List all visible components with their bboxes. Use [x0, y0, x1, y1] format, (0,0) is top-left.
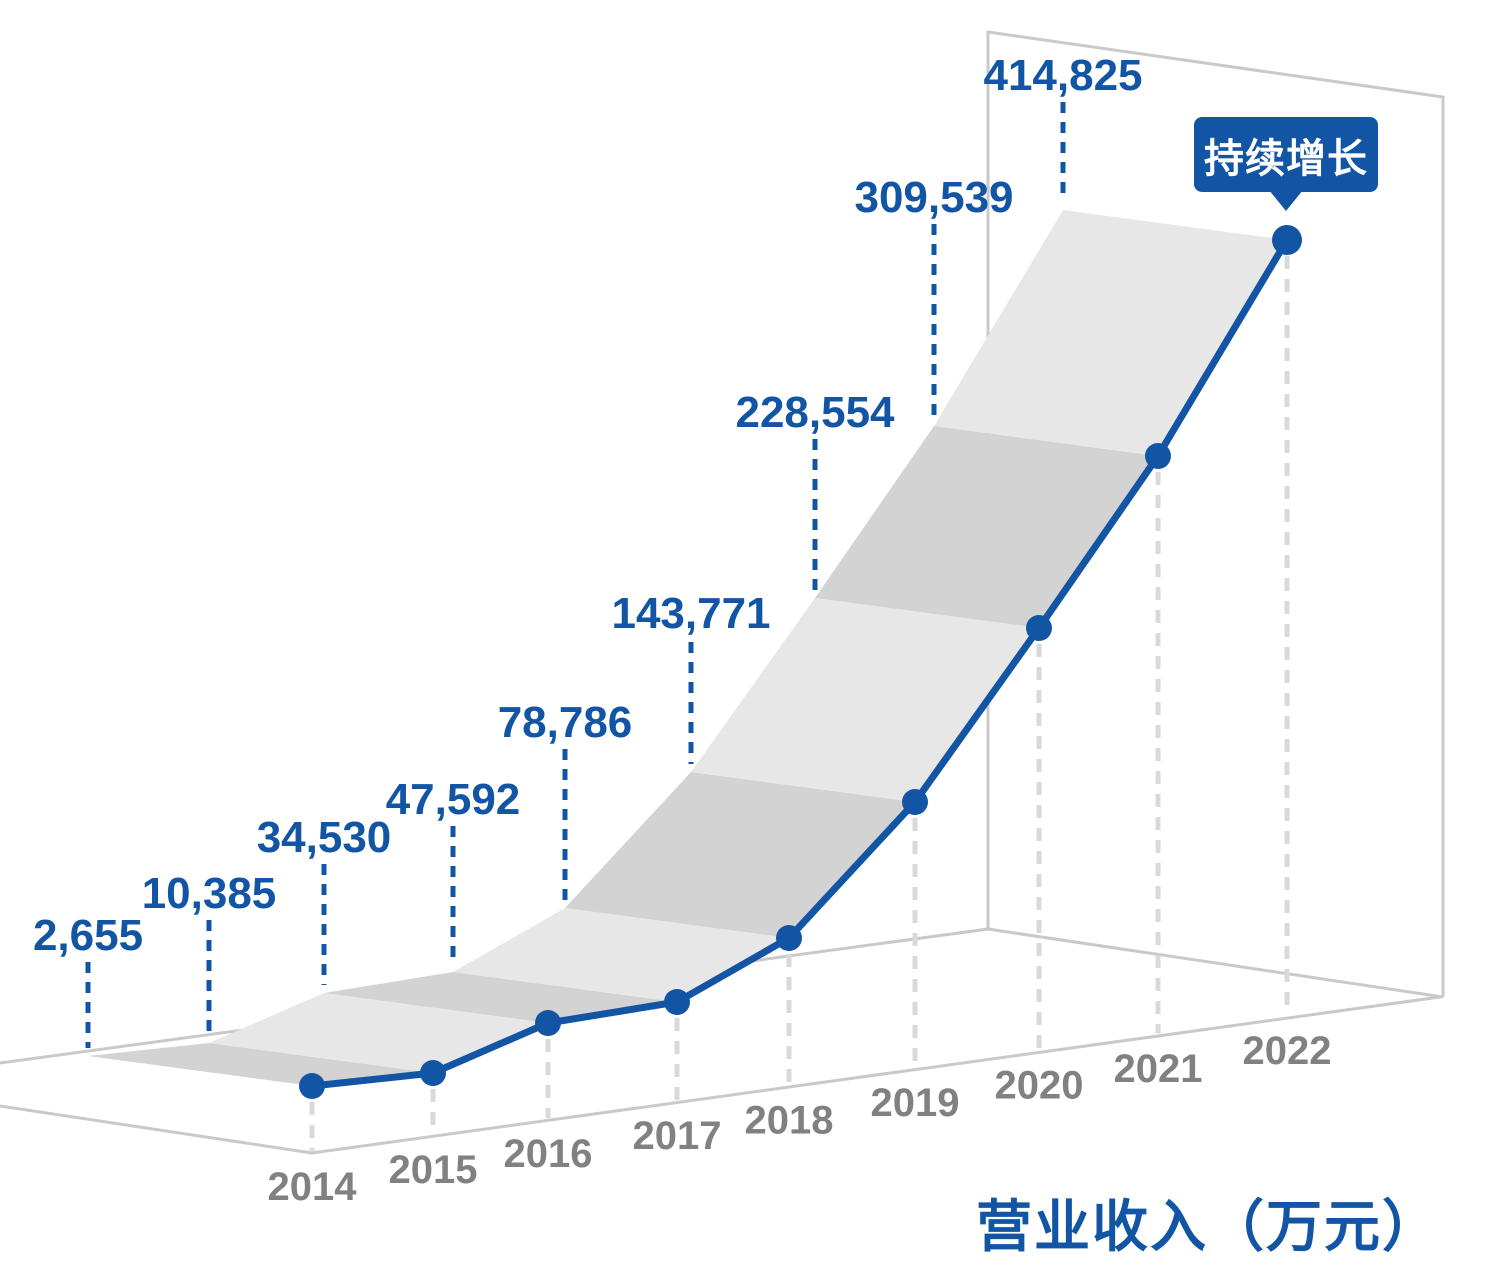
svg-text:10,385: 10,385: [142, 869, 277, 918]
svg-text:2019: 2019: [871, 1081, 960, 1125]
data-point-2014: [299, 1073, 325, 1099]
svg-text:34,530: 34,530: [257, 813, 392, 862]
svg-text:2022: 2022: [1243, 1029, 1332, 1073]
data-point-2021: [1145, 443, 1171, 469]
data-point-2019: [902, 789, 928, 815]
ribbon-surface: [88, 210, 1287, 1086]
growth-badge: 持续增长: [1194, 117, 1378, 211]
svg-text:228,554: 228,554: [735, 388, 895, 437]
data-point-2015: [420, 1060, 446, 1086]
svg-text:2016: 2016: [504, 1132, 593, 1176]
data-point-2016: [535, 1010, 561, 1036]
svg-text:47,592: 47,592: [386, 775, 521, 824]
data-point-2018: [776, 925, 802, 951]
data-point-2020: [1026, 615, 1052, 641]
growth-badge-label: 持续增长: [1204, 136, 1368, 181]
data-points: [299, 225, 1302, 1099]
svg-text:78,786: 78,786: [498, 698, 633, 747]
svg-text:2,655: 2,655: [33, 911, 143, 960]
year-tick-lines: [309, 256, 1290, 1151]
svg-text:2020: 2020: [995, 1064, 1084, 1108]
svg-text:414,825: 414,825: [983, 51, 1142, 100]
svg-text:309,539: 309,539: [854, 173, 1013, 222]
svg-text:143,771: 143,771: [611, 589, 770, 638]
svg-text:2021: 2021: [1114, 1047, 1203, 1091]
axis-title: 营业收入（万元）: [976, 1195, 1440, 1258]
data-point-2017: [664, 989, 690, 1015]
value-leader-lines: [85, 102, 1066, 1048]
svg-text:2017: 2017: [633, 1114, 722, 1158]
svg-text:2014: 2014: [268, 1165, 358, 1209]
badge-pointer-icon: [1269, 190, 1303, 211]
data-point-2022: [1272, 225, 1302, 255]
svg-text:2015: 2015: [389, 1148, 478, 1192]
year-labels: 2014 2015 2016 2017 2018 2019 2020 2021 2022: [268, 1029, 1332, 1209]
svg-text:2018: 2018: [745, 1098, 834, 1142]
